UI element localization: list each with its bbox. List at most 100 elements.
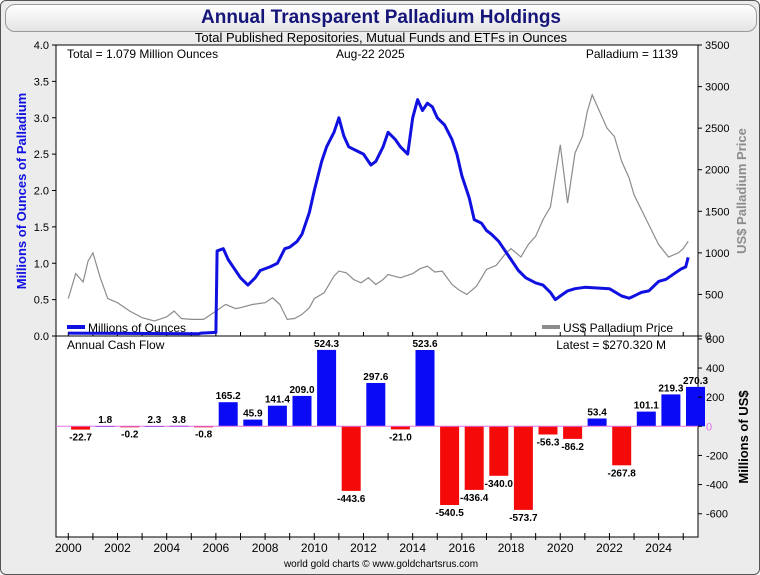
bar-data-label: -443.6 — [337, 494, 366, 505]
x-tick-label: 2000 — [55, 541, 82, 555]
bar-data-label: 270.3 — [683, 376, 708, 387]
cashflow-bar — [513, 426, 533, 510]
bar-data-label: 165.2 — [216, 391, 241, 402]
left-axis-title: Millions of Ounces of Palladium — [14, 93, 29, 289]
x-tick-label: 2014 — [399, 541, 426, 555]
cashflow-bar — [267, 405, 287, 427]
bar-data-label: -267.8 — [608, 468, 637, 479]
cashflow-bar — [686, 386, 705, 427]
legend-price-swatch — [542, 325, 560, 329]
right-tick-label: 3500 — [705, 40, 729, 52]
bar-data-label: 2.3 — [147, 415, 161, 426]
price-label: Palladium = 1139 — [586, 47, 679, 61]
left-tick-label: 3.0 — [34, 113, 49, 125]
x-tick-label: 2016 — [449, 541, 476, 555]
cashflow-bar — [464, 426, 484, 490]
title-bar: Annual Transparent Palladium Holdings — [5, 4, 757, 32]
cashflow-bar — [243, 419, 263, 427]
cashflow-bar — [538, 426, 558, 435]
cashflow-bar — [612, 426, 632, 466]
bar-data-label: -21.0 — [389, 432, 412, 443]
left-tick-label: 0.0 — [34, 331, 49, 343]
cashflow-bar — [440, 426, 460, 505]
bar-data-label: 523.6 — [412, 339, 437, 350]
bar-data-label: 209.0 — [289, 385, 314, 396]
bar-data-label: -573.7 — [509, 513, 538, 524]
right-tick-label: 2500 — [705, 123, 729, 135]
bottom-plot-area — [55, 335, 699, 538]
cashflow-tick-label: 400 — [706, 363, 724, 375]
x-tick-label: 2004 — [153, 541, 180, 555]
cashflow-bar — [390, 426, 410, 430]
x-tick-label: 2024 — [645, 541, 672, 555]
legend-holdings-label: Millions of Ounces — [88, 321, 186, 335]
cashflow-bar — [563, 426, 583, 439]
cashflow-bar — [341, 426, 361, 491]
cashflow-bar — [415, 350, 435, 427]
cashflow-tick-label: 200 — [706, 392, 724, 404]
x-tick-label: 2002 — [104, 541, 131, 555]
left-tick-label: 2.0 — [34, 186, 49, 198]
x-tick-label: 2012 — [350, 541, 377, 555]
cashflow-bar — [218, 402, 238, 427]
legend-holdings-swatch — [67, 325, 85, 329]
bar-data-label: 219.3 — [658, 383, 683, 394]
x-tick-label: 2008 — [252, 541, 279, 555]
chart-subtitle: Total Published Repositories, Mutual Fun… — [194, 30, 568, 45]
bar-data-label: 297.6 — [363, 372, 388, 383]
legend-price-label: US$ Palladium Price — [563, 321, 673, 335]
top-plot-area — [55, 44, 699, 337]
bar-data-label: -540.5 — [435, 508, 464, 519]
left-tick-label: 1.5 — [34, 222, 49, 234]
x-tick-label: 2022 — [596, 541, 623, 555]
latest-label: Latest = $270.320 M — [556, 338, 666, 352]
bar-data-label: -22.7 — [69, 433, 92, 444]
bar-data-label: -436.4 — [460, 493, 489, 504]
price-line — [67, 93, 689, 322]
x-tick-label: 2018 — [498, 541, 525, 555]
right-tick-label: 3000 — [705, 82, 729, 94]
cashflow-tick-label: -200 — [706, 450, 728, 462]
bar-data-label: -0.2 — [121, 429, 139, 440]
cashflow-bar — [366, 383, 386, 427]
footer-credit: world gold charts © www.goldchartsrus.co… — [283, 559, 479, 570]
bar-data-label: -86.2 — [561, 442, 584, 453]
cashflow-bar — [661, 394, 681, 427]
holdings-series — [68, 98, 690, 336]
cashflow-tick-label: 600 — [706, 334, 724, 346]
cashflow-bar — [489, 426, 509, 476]
top-axes: 0.0 0.5 1.0 1.5 2.0 2.5 3.0 3.5 4.0 0 500 1000 1500 2… — [34, 40, 730, 343]
bar-data-label: -56.3 — [537, 438, 560, 449]
bar-data-label: 101.1 — [634, 401, 659, 412]
cashflow-label: Annual Cash Flow — [67, 338, 165, 352]
right-tick-label: 1500 — [705, 206, 729, 218]
cashflow-tick-label: -600 — [706, 509, 728, 521]
holdings-line — [68, 98, 690, 336]
left-tick-label: 3.5 — [34, 76, 49, 88]
cashflow-bar — [71, 426, 91, 430]
left-tick-label: 0.5 — [34, 295, 49, 307]
bar-data-label: 1.8 — [98, 415, 112, 426]
x-tick-label: 2010 — [301, 541, 328, 555]
x-tick-label: 2006 — [203, 541, 230, 555]
cashflow-bar — [587, 418, 607, 427]
x-tick-label: 2020 — [547, 541, 574, 555]
bar-data-label: 3.8 — [172, 415, 186, 426]
right-tick-label: 1000 — [705, 248, 729, 260]
bar-data-label: 524.3 — [314, 339, 339, 350]
date-label: Aug-22 2025 — [336, 47, 405, 61]
bar-data-label: -340.0 — [485, 479, 514, 490]
left-tick-label: 2.5 — [34, 149, 49, 161]
right-tick-label: 0 — [705, 331, 711, 343]
cashflow-bar — [317, 349, 337, 427]
left-tick-label: 1.0 — [34, 258, 49, 270]
cashflow-bar — [636, 411, 656, 427]
total-label: Total = 1.079 Million Ounces — [67, 47, 218, 61]
bar-data-label: 53.4 — [587, 408, 607, 419]
cashflow-tick-label: -400 — [706, 480, 728, 492]
chart-title: Annual Transparent Palladium Holdings — [201, 7, 561, 28]
cashflow-bars: -22.7 1.8 -0.2 2.3 3.8 -0.8 165.245.9141.4209.… — [69, 339, 708, 524]
